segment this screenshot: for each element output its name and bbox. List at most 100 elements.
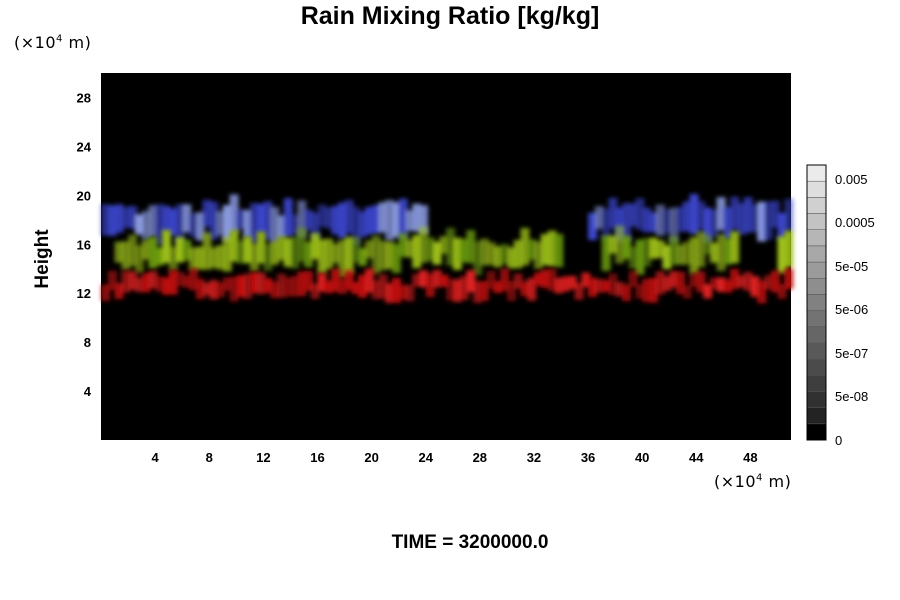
colorbar-tick-label: 5e-06 bbox=[835, 302, 868, 317]
layer-2-cell bbox=[188, 268, 199, 291]
layer-2-cell bbox=[114, 283, 124, 300]
layer-2-cell bbox=[161, 277, 171, 295]
y-tick-label: 24 bbox=[77, 139, 92, 154]
chart-title: Rain Mixing Ratio [kg/kg] bbox=[300, 2, 600, 30]
layer-2-cell bbox=[398, 284, 408, 300]
layer-2-cell bbox=[134, 277, 144, 293]
colorbar-level bbox=[806, 245, 827, 263]
layer-1-cell bbox=[385, 241, 395, 269]
layer-0-cell bbox=[216, 211, 226, 236]
layer-0-cell bbox=[337, 202, 347, 239]
layer-1-cell bbox=[331, 243, 341, 264]
layer-1-cell bbox=[716, 234, 726, 271]
layer-0-cell bbox=[689, 194, 699, 235]
colorbar-level bbox=[806, 229, 827, 247]
layer-2-cell bbox=[391, 277, 401, 303]
layer-0-cell bbox=[351, 206, 361, 246]
layer-1-cell bbox=[513, 240, 523, 269]
colorbar-level bbox=[806, 294, 827, 311]
layer-2-cell bbox=[486, 271, 496, 290]
layer-0-cell bbox=[101, 204, 111, 236]
layer-0-cell bbox=[270, 206, 280, 244]
layer-2-cell bbox=[601, 280, 611, 293]
layer-1-cell bbox=[520, 228, 530, 266]
layer-0-cell bbox=[297, 200, 307, 239]
colorbar-level bbox=[806, 164, 827, 182]
x-tick-label: 40 bbox=[635, 450, 649, 465]
layer-2-cell bbox=[243, 273, 253, 299]
layer-2-cell bbox=[648, 277, 659, 303]
layer-1-cell bbox=[128, 234, 138, 266]
layer-2-cell bbox=[703, 284, 713, 299]
layer-1-cell bbox=[432, 241, 442, 265]
layer-1-cell bbox=[412, 234, 422, 269]
layer-2-cell bbox=[283, 277, 293, 297]
layer-0-cell bbox=[635, 198, 645, 230]
layer-2-cell bbox=[574, 282, 584, 300]
layer-2-cell bbox=[216, 282, 226, 298]
colorbar-level bbox=[806, 261, 827, 279]
layer-1-cell bbox=[188, 247, 199, 271]
colorbar-level bbox=[806, 375, 827, 392]
layer-2-cell bbox=[270, 281, 280, 299]
x-axis-unit: (×104 m) bbox=[714, 472, 792, 491]
layer-1-cell bbox=[229, 230, 239, 262]
layer-0-cell bbox=[736, 203, 746, 235]
layer-0-cell bbox=[412, 203, 422, 232]
layer-2-cell bbox=[533, 272, 544, 286]
layer-1-cell bbox=[648, 237, 659, 259]
layer-2-cell bbox=[175, 271, 185, 286]
layer-1-cell bbox=[784, 230, 794, 268]
x-tick-label: 12 bbox=[256, 450, 270, 465]
layer-2-cell bbox=[567, 275, 577, 290]
layer-2-cell bbox=[750, 276, 760, 297]
layer-2-cell bbox=[757, 280, 767, 304]
layer-2-cell bbox=[493, 281, 503, 294]
layer-2-cell bbox=[290, 275, 300, 297]
layer-0-cell bbox=[608, 197, 618, 229]
time-label: TIME = 3200000.0 bbox=[391, 532, 549, 553]
x-axis-ticks: 4 8 12 16 20 24 28 32 36 40 44 48 bbox=[152, 435, 758, 465]
layer-0-cell bbox=[182, 204, 192, 233]
y-axis-ticks: 4 8 12 16 20 24 28 bbox=[77, 90, 92, 399]
colorbar-tick-label: 0.005 bbox=[835, 172, 868, 187]
layer-2-cell bbox=[547, 268, 557, 291]
layer-1-cell bbox=[216, 245, 226, 270]
y-tick-label: 12 bbox=[77, 286, 91, 301]
layer-2-cell bbox=[385, 283, 395, 303]
layer-2-cell bbox=[364, 268, 374, 293]
layer-0-cell bbox=[588, 212, 598, 241]
layer-2-cell bbox=[155, 276, 165, 292]
layer-0-cell bbox=[391, 202, 401, 238]
layer-2-cell bbox=[635, 284, 645, 299]
layer-0-cell bbox=[743, 197, 753, 233]
layer-0-cell bbox=[385, 200, 395, 241]
layer-2-cell bbox=[249, 272, 259, 294]
colorbar-tick-label: 5e-08 bbox=[835, 389, 868, 404]
layer-1-cell bbox=[155, 247, 165, 266]
layer-2-cell bbox=[621, 284, 631, 302]
layer-1-cell bbox=[222, 237, 232, 272]
colorbar-level bbox=[806, 277, 827, 295]
layer-1-cell bbox=[500, 244, 510, 264]
layer-2-cell bbox=[418, 270, 429, 288]
layer-2-cell bbox=[473, 280, 483, 303]
layer-1-cell bbox=[134, 245, 144, 273]
layer-1-cell bbox=[175, 237, 185, 263]
layer-0-cell bbox=[303, 209, 314, 231]
layer-2-cell bbox=[425, 273, 435, 297]
layer-1-cell bbox=[479, 238, 489, 266]
layer-2-cell bbox=[107, 270, 117, 291]
layer-1-cell bbox=[168, 246, 178, 271]
layer-2-cell bbox=[561, 276, 571, 292]
layer-0-cell bbox=[236, 209, 246, 229]
layer-2 bbox=[101, 268, 794, 304]
layer-2-cell bbox=[642, 278, 652, 303]
layer-0-cell bbox=[114, 204, 124, 233]
layer-2-cell bbox=[763, 275, 774, 290]
layer-1-cell bbox=[452, 237, 462, 270]
layer-0-cell bbox=[642, 207, 652, 233]
layer-0-cell bbox=[175, 204, 185, 244]
layer-1-cell bbox=[601, 235, 611, 271]
